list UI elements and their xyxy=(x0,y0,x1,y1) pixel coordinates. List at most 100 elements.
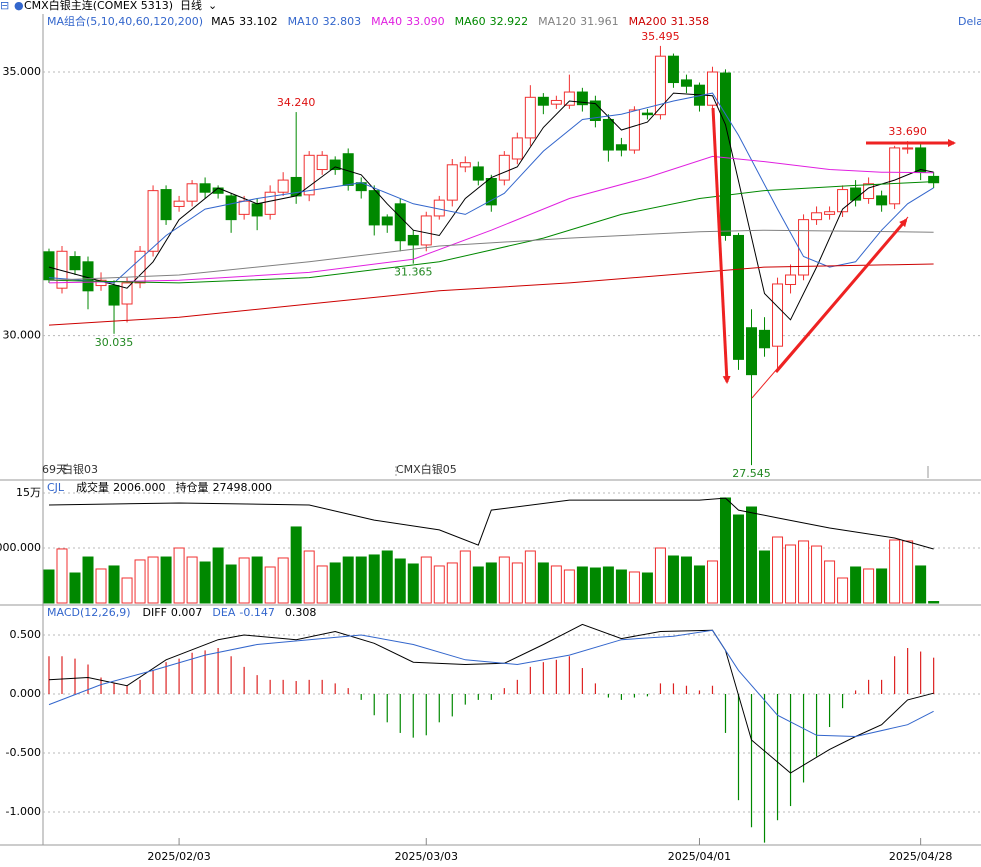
candle-body xyxy=(121,282,133,305)
volume-bar xyxy=(368,554,380,604)
volume-bar xyxy=(641,572,653,604)
right-tag[interactable]: Dela xyxy=(958,15,981,28)
candle-body xyxy=(498,154,510,181)
volume-bar xyxy=(147,556,159,604)
volume-bar xyxy=(82,556,94,604)
legend-text: 2006.000 xyxy=(113,481,166,494)
legend-text: MA10 xyxy=(288,15,319,28)
legend-text: CJL xyxy=(47,481,65,494)
candle-body xyxy=(537,96,549,106)
volume-bar xyxy=(95,568,107,604)
x-tick-label: 2025/04/28 xyxy=(889,850,952,863)
volume-bar xyxy=(667,555,679,604)
volume-bar xyxy=(472,566,484,604)
legend-text: 持仓量 xyxy=(176,480,209,494)
volume-bar xyxy=(615,569,627,604)
volume-bar xyxy=(706,560,718,604)
y-tick-label: 30.000 xyxy=(3,329,42,342)
legend-text: 31.961 xyxy=(580,15,619,28)
candle-body xyxy=(134,250,146,284)
bullet: ● xyxy=(14,0,24,12)
contract-label: CMX白银05 xyxy=(396,462,457,476)
candle-body xyxy=(876,195,888,206)
legend-text: MA120 xyxy=(538,15,576,28)
candle-body xyxy=(43,251,55,281)
legend-text: DIFF xyxy=(143,606,167,619)
candle-body xyxy=(902,147,914,150)
open-interest-line xyxy=(48,497,934,550)
volume-bar xyxy=(160,556,172,604)
candle-body xyxy=(368,190,380,226)
volume-bar xyxy=(628,571,640,604)
legend-text: 31.358 xyxy=(671,15,710,28)
volume-bar xyxy=(576,566,588,604)
volume-bar xyxy=(837,577,849,604)
candle-body xyxy=(485,178,497,206)
legend-text: 32.922 xyxy=(490,15,529,28)
legend-text: 0.007 xyxy=(171,606,203,619)
candle-body xyxy=(576,91,588,106)
candle-body xyxy=(863,183,875,200)
volume-bar xyxy=(498,556,510,604)
candle-body xyxy=(303,154,315,196)
volume-bar xyxy=(56,548,68,604)
low-label: 30.035 xyxy=(95,336,134,349)
volume-bar xyxy=(251,556,263,604)
candle-body xyxy=(615,144,627,151)
volume-bar xyxy=(889,539,901,604)
volume-bar xyxy=(719,497,731,604)
contract-label: 白银03 xyxy=(62,462,98,476)
candle-body xyxy=(589,100,601,122)
candle-body xyxy=(251,203,263,217)
high-label: 34.240 xyxy=(277,96,316,109)
volume-bar xyxy=(785,544,797,604)
high-label: 35.495 xyxy=(641,30,680,43)
candle-body xyxy=(732,234,744,360)
x-tick-label: 2025/02/03 xyxy=(147,850,210,863)
ma-line xyxy=(48,92,934,321)
volume-bar xyxy=(407,563,419,604)
volume-bar xyxy=(524,550,536,604)
candle-body xyxy=(420,215,432,246)
legend-text: 成交量 xyxy=(76,480,109,494)
legend-text: MA200 xyxy=(629,15,667,28)
candle-body xyxy=(811,212,823,221)
ma-line xyxy=(48,155,934,284)
volume-bar xyxy=(798,540,810,604)
menu-icon[interactable]: ⊟ xyxy=(0,0,9,12)
volume-bar xyxy=(928,601,940,604)
volume-bar xyxy=(654,547,666,604)
arrow-up xyxy=(774,218,908,373)
volume-bar xyxy=(537,562,549,604)
y-tick-label: -0.500 xyxy=(6,746,41,759)
volume-bar xyxy=(355,556,367,604)
macd-line xyxy=(48,623,934,774)
period-caret[interactable]: ⌄ xyxy=(208,0,217,12)
volume-bar xyxy=(238,557,250,604)
volume-bar xyxy=(732,514,744,604)
volume-bar xyxy=(121,577,133,604)
volume-bar xyxy=(342,556,354,604)
legend-text: MA组合(5,10,40,60,120,200) xyxy=(47,14,203,28)
volume-bar xyxy=(811,545,823,604)
macd-line xyxy=(48,629,934,738)
volume-bar xyxy=(394,558,406,604)
volume-bar xyxy=(108,565,120,604)
volume-bar xyxy=(772,536,784,604)
volume-bar xyxy=(212,547,224,604)
candle-body xyxy=(641,112,653,116)
candle-body xyxy=(329,159,341,171)
candle-body xyxy=(680,79,692,87)
candle-body xyxy=(147,190,159,252)
y-tick-label: -1.000 xyxy=(6,805,41,818)
volume-bar xyxy=(511,562,523,604)
symbol[interactable]: CMX白银主连(COMEX 5313) xyxy=(24,0,173,12)
low-label: 27.545 xyxy=(732,467,771,480)
period[interactable]: 日线 xyxy=(180,0,202,12)
volume-bar xyxy=(746,506,758,604)
legend-text: -0.147 xyxy=(239,606,274,619)
candle-body xyxy=(837,189,849,213)
volume-bar xyxy=(563,569,575,604)
legend-text: 0.308 xyxy=(285,606,317,619)
